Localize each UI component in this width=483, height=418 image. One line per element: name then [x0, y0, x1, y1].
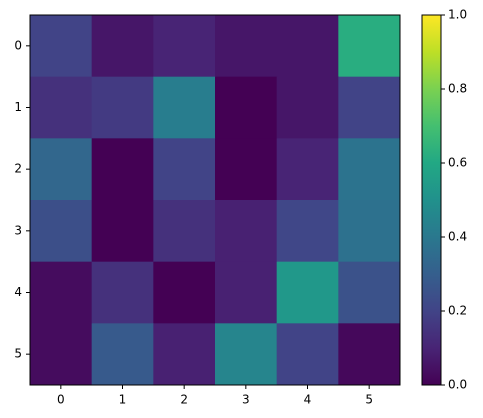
heatmap-cell [338, 323, 401, 386]
heatmap-cell [91, 200, 154, 263]
x-tick-label: 5 [365, 393, 373, 407]
heatmap-cell [91, 76, 154, 139]
heatmap-cell [276, 323, 339, 386]
heatmap-cell [30, 76, 93, 139]
x-tick-label: 0 [57, 393, 65, 407]
heatmap-cell [276, 76, 339, 139]
heatmap-cell [91, 138, 154, 201]
heatmap-cell [30, 261, 93, 324]
heatmap-cell [215, 138, 278, 201]
colorbar-tick-label: 0.4 [448, 230, 467, 244]
heatmap-cell [338, 138, 401, 201]
x-tick-label: 3 [242, 393, 250, 407]
heatmap-cell [153, 138, 216, 201]
x-tick-label: 4 [304, 393, 312, 407]
heatmap-cell [30, 200, 93, 263]
colorbar-tick-label: 0.2 [448, 304, 467, 318]
x-tick-label: 2 [180, 393, 188, 407]
heatmap-cell [276, 261, 339, 324]
heatmap-cell [91, 261, 154, 324]
colorbar-tick-label: 0.8 [448, 82, 467, 96]
heatmap-cell [153, 200, 216, 263]
heatmap-cell [215, 323, 278, 386]
x-tick-label: 1 [119, 393, 127, 407]
colorbar-tick-label: 0.0 [448, 378, 467, 392]
heatmap-cell [215, 261, 278, 324]
colorbar [421, 14, 442, 386]
heatmap-cell [276, 200, 339, 263]
y-tick-label: 5 [14, 347, 22, 361]
heatmap-cell [30, 323, 93, 386]
heatmap-cell [91, 15, 154, 78]
colorbar-tick-label: 0.6 [448, 156, 467, 170]
heatmap-cell [30, 15, 93, 78]
heatmap-cell [338, 15, 401, 78]
heatmap-cell [276, 15, 339, 78]
heatmap-cell [153, 323, 216, 386]
heatmap-cell [91, 323, 154, 386]
y-tick-label: 2 [14, 162, 22, 176]
y-tick-label: 3 [14, 223, 22, 237]
heatmap-cell [215, 200, 278, 263]
y-tick-label: 1 [14, 100, 22, 114]
heatmap-cell [153, 261, 216, 324]
heatmap-cell [153, 76, 216, 139]
heatmap-cell [338, 200, 401, 263]
plot-frame [29, 14, 401, 386]
heatmap-cell [276, 138, 339, 201]
y-tick-label: 4 [14, 285, 22, 299]
y-tick-label: 0 [14, 38, 22, 52]
heatmap-cell [153, 15, 216, 78]
heatmap-cell [338, 261, 401, 324]
heatmap-cell [30, 138, 93, 201]
heatmap-cell [215, 15, 278, 78]
heatmap-cell [215, 76, 278, 139]
colorbar-tick-label: 1.0 [448, 8, 467, 22]
heatmap-cell [338, 76, 401, 139]
